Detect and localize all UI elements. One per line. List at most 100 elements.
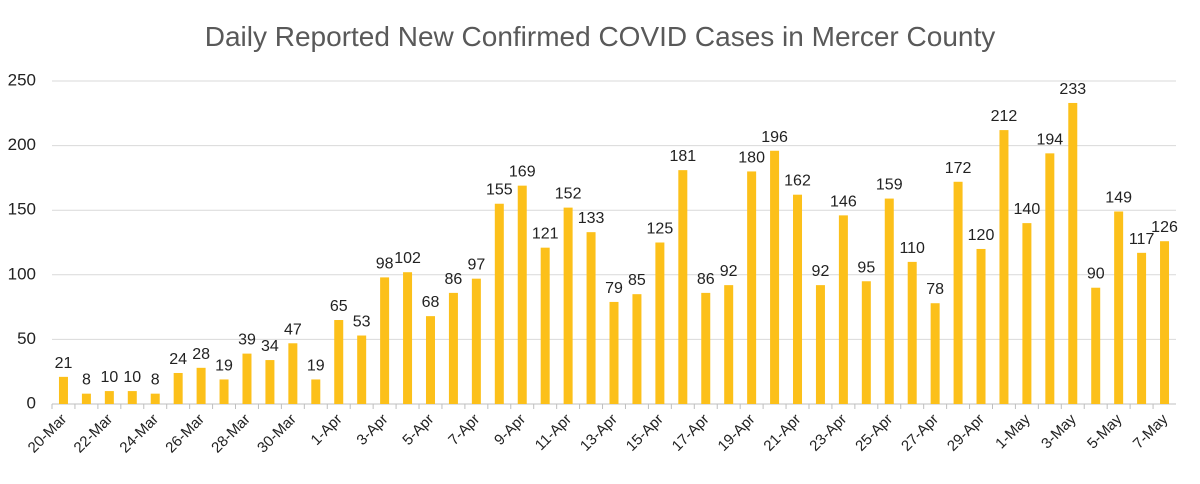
x-tick-label: 23-Apr bbox=[806, 411, 850, 455]
value-label: 169 bbox=[509, 164, 536, 181]
value-label: 79 bbox=[605, 280, 623, 297]
value-label: 10 bbox=[100, 369, 118, 386]
bar bbox=[770, 150, 780, 404]
x-tick-label: 22-Mar bbox=[71, 411, 117, 457]
bar bbox=[815, 285, 825, 404]
bar bbox=[104, 391, 114, 404]
bar bbox=[1045, 153, 1055, 404]
bar bbox=[173, 372, 183, 404]
bar bbox=[724, 285, 734, 404]
x-tick-label: 21-Apr bbox=[760, 411, 804, 455]
value-label: 121 bbox=[532, 226, 559, 243]
value-label: 92 bbox=[720, 263, 738, 280]
y-tick-label: 0 bbox=[27, 393, 36, 412]
y-tick-label: 100 bbox=[8, 264, 36, 283]
value-label: 53 bbox=[353, 314, 371, 331]
x-tick-label: 11-Apr bbox=[532, 411, 575, 454]
value-label: 212 bbox=[991, 108, 1018, 125]
bar bbox=[1091, 287, 1101, 404]
x-tick-label: 7-May bbox=[1130, 410, 1172, 452]
value-label: 98 bbox=[376, 255, 394, 272]
bar bbox=[586, 232, 596, 404]
bar bbox=[380, 277, 390, 404]
y-tick-label: 250 bbox=[8, 70, 36, 89]
value-label: 162 bbox=[784, 173, 811, 190]
bar bbox=[471, 278, 481, 404]
value-label: 152 bbox=[555, 186, 582, 203]
bar bbox=[701, 292, 711, 404]
bar bbox=[907, 261, 917, 404]
bar bbox=[58, 376, 68, 404]
value-label: 8 bbox=[82, 372, 91, 389]
value-label: 86 bbox=[697, 271, 715, 288]
y-tick-label: 200 bbox=[8, 135, 36, 154]
x-tick-label: 29-Apr bbox=[944, 411, 988, 455]
value-label: 86 bbox=[445, 271, 463, 288]
x-tick-label: 1-May bbox=[992, 410, 1034, 452]
value-label: 180 bbox=[738, 149, 765, 166]
bar bbox=[632, 294, 642, 404]
bar bbox=[425, 316, 435, 404]
bar bbox=[334, 320, 344, 404]
x-tick-label: 28-Mar bbox=[208, 411, 254, 457]
x-tick-label: 26-Mar bbox=[162, 411, 208, 457]
value-label: 233 bbox=[1059, 81, 1086, 98]
value-label: 102 bbox=[394, 250, 421, 267]
value-label: 78 bbox=[926, 281, 944, 298]
bar bbox=[150, 393, 160, 404]
x-tick-label: 3-Apr bbox=[353, 411, 391, 449]
value-label: 95 bbox=[857, 259, 875, 276]
x-tick-label: 7-Apr bbox=[445, 411, 483, 449]
bar bbox=[884, 198, 894, 404]
x-tick-label: 17-Apr bbox=[669, 411, 713, 455]
value-label: 19 bbox=[215, 357, 233, 374]
x-tick-label: 15-Apr bbox=[623, 411, 667, 455]
x-tick-label: 19-Apr bbox=[715, 411, 759, 455]
bar bbox=[311, 379, 321, 404]
value-label: 68 bbox=[422, 294, 440, 311]
bar bbox=[999, 130, 1009, 404]
value-label: 92 bbox=[812, 263, 830, 280]
bar bbox=[288, 343, 298, 404]
value-label: 97 bbox=[467, 257, 485, 274]
bar bbox=[563, 207, 573, 404]
bar bbox=[357, 335, 367, 404]
value-label: 65 bbox=[330, 298, 348, 315]
value-label: 10 bbox=[123, 369, 141, 386]
value-label: 85 bbox=[628, 272, 646, 289]
x-tick-label: 20-Mar bbox=[25, 411, 71, 457]
value-label: 125 bbox=[647, 221, 674, 238]
bar bbox=[494, 203, 504, 404]
value-label: 39 bbox=[238, 332, 256, 349]
value-label: 149 bbox=[1105, 189, 1132, 206]
x-tick-label: 30-Mar bbox=[254, 411, 300, 457]
bar bbox=[1114, 211, 1124, 404]
x-tick-label: 5-Apr bbox=[399, 411, 437, 449]
x-tick-label: 1-Apr bbox=[308, 411, 346, 449]
value-label: 117 bbox=[1129, 231, 1155, 248]
chart-title: Daily Reported New Confirmed COVID Cases… bbox=[205, 21, 996, 52]
value-label: 196 bbox=[761, 129, 788, 146]
x-tick-label: 5-May bbox=[1084, 410, 1126, 452]
bar bbox=[448, 292, 458, 404]
bar bbox=[838, 215, 848, 404]
x-tick-label: 13-Apr bbox=[577, 411, 621, 455]
value-label: 159 bbox=[876, 177, 903, 194]
x-tick-label: 27-Apr bbox=[898, 411, 942, 455]
value-label: 21 bbox=[55, 355, 73, 372]
bar bbox=[1068, 102, 1078, 405]
value-label: 194 bbox=[1036, 131, 1063, 148]
bar bbox=[930, 303, 940, 404]
value-label: 110 bbox=[899, 240, 925, 257]
x-tick-label: 3-May bbox=[1038, 410, 1080, 452]
value-label: 8 bbox=[151, 372, 160, 389]
value-label: 34 bbox=[261, 338, 279, 355]
value-label: 120 bbox=[968, 227, 995, 244]
bar bbox=[678, 170, 688, 404]
bar bbox=[861, 281, 871, 404]
bar bbox=[540, 247, 550, 404]
bar bbox=[1137, 252, 1147, 404]
bar bbox=[747, 171, 757, 404]
value-label: 140 bbox=[1014, 201, 1041, 218]
